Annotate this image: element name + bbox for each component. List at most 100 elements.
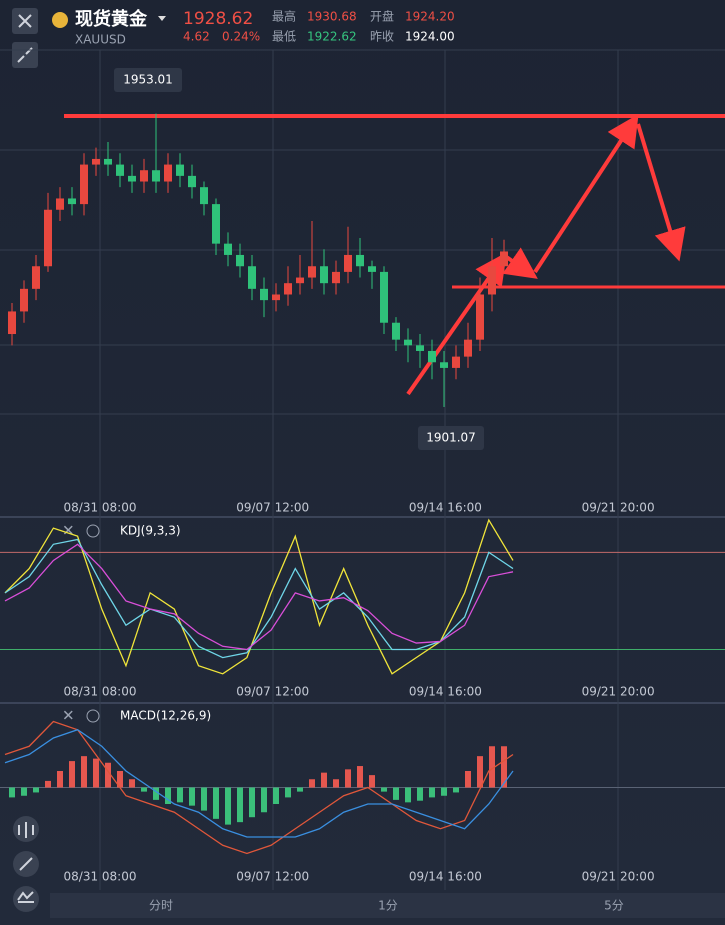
macd-bar	[477, 756, 483, 788]
change: 4.62	[183, 30, 210, 44]
macd-bar	[141, 787, 147, 792]
open: 1924.20	[405, 10, 455, 24]
candle-body	[104, 158, 112, 165]
dropdown-icon[interactable]	[158, 16, 166, 21]
instrument-name[interactable]: 现货黄金	[75, 8, 148, 30]
x-tick-label: 09/07 12:00	[236, 870, 309, 884]
candle-body	[452, 356, 460, 368]
candle-body	[428, 350, 436, 363]
kdj-title: KDJ(9,3,3)	[120, 524, 181, 538]
candle-body	[368, 266, 376, 272]
close-icon	[18, 14, 32, 28]
candle-body	[32, 266, 40, 289]
gold-icon	[52, 12, 68, 28]
macd-bar	[93, 758, 99, 788]
candle-body	[392, 322, 400, 340]
tab-bar	[50, 893, 725, 918]
high-annotation: 1953.01	[123, 73, 173, 87]
candle-body	[416, 345, 424, 351]
high-label: 最高	[272, 9, 296, 24]
candle-body	[344, 254, 352, 272]
macd-bar	[405, 787, 411, 803]
candle-body	[140, 170, 148, 182]
shrink-button[interactable]	[12, 42, 38, 68]
tab[interactable]: 分时	[149, 899, 173, 913]
tab[interactable]: 1分	[378, 899, 398, 913]
candle-body	[20, 288, 28, 312]
change-pct: 0.24%	[222, 30, 260, 44]
shrink-icon	[17, 47, 33, 63]
macd-bar	[117, 771, 123, 788]
candle-body	[272, 294, 280, 301]
settings-kdj[interactable]	[86, 524, 100, 538]
macd-bar	[225, 787, 231, 825]
candle-body	[128, 175, 136, 182]
candle-body	[248, 266, 256, 289]
macd-bar	[165, 787, 171, 804]
candle-body	[8, 311, 16, 335]
macd-bar	[429, 787, 435, 798]
candle-body	[44, 209, 52, 267]
x-tick-label: 09/14 16:00	[409, 501, 482, 515]
x-tick-label: 09/21 20:00	[582, 685, 655, 699]
macd-bar	[21, 787, 27, 796]
macd-bar	[45, 780, 51, 788]
candle-body	[92, 158, 100, 165]
macd-bar	[309, 779, 315, 788]
close-macd[interactable]: ✕	[62, 707, 75, 725]
tab[interactable]: 5分	[604, 899, 624, 913]
macd-bar	[453, 787, 459, 793]
indicator-line	[4, 543, 514, 651]
macd-bar	[333, 779, 339, 788]
x-tick-label: 08/31 08:00	[64, 870, 137, 884]
high: 1930.68	[307, 10, 357, 24]
grid	[0, 49, 725, 890]
tool-indicator[interactable]	[13, 886, 39, 912]
x-tick-label: 09/07 12:00	[236, 685, 309, 699]
settings-macd[interactable]	[86, 709, 100, 723]
macd-bar	[501, 746, 507, 788]
candle-body	[404, 339, 412, 346]
low-annotation: 1901.07	[426, 431, 476, 445]
candle-body	[332, 271, 340, 284]
indicator-line	[4, 720, 514, 855]
macd-bar	[465, 771, 471, 788]
macd-bar	[369, 775, 375, 788]
candle-body	[176, 164, 184, 176]
macd-bar	[297, 787, 303, 792]
x-tick-label: 09/14 16:00	[409, 870, 482, 884]
prev-label: 昨收	[370, 30, 394, 44]
candle-body	[296, 277, 304, 284]
candle-body	[488, 266, 496, 295]
candle-body	[200, 187, 208, 205]
candle-body	[356, 254, 364, 267]
macd-title: MACD(12,26,9)	[120, 709, 211, 723]
macd-bar	[201, 787, 207, 811]
macd-bar	[273, 787, 279, 804]
candle-body	[464, 339, 472, 357]
macd-bar	[345, 769, 351, 788]
candle-body	[80, 164, 88, 205]
close-kdj[interactable]: ✕	[62, 522, 75, 540]
macd-bar	[69, 761, 75, 788]
macd-bar	[441, 787, 447, 796]
candle-body	[152, 170, 160, 182]
tool-icons	[17, 822, 34, 903]
macd-bar	[381, 787, 387, 792]
macd-bar	[261, 787, 267, 813]
candle-body	[380, 271, 388, 323]
prev-close: 1924.00	[405, 30, 455, 44]
candle-body	[224, 243, 232, 255]
macd-bar	[81, 756, 87, 788]
candle-body	[476, 294, 484, 340]
macd-bar	[249, 787, 255, 818]
candle-body	[116, 164, 124, 176]
candle-body	[320, 266, 328, 284]
candle-body	[68, 198, 76, 205]
macd-bar	[9, 787, 15, 798]
x-tick-label: 09/21 20:00	[582, 501, 655, 515]
macd-bar	[489, 746, 495, 788]
macd-bar	[321, 772, 327, 788]
candle-body	[284, 283, 292, 295]
